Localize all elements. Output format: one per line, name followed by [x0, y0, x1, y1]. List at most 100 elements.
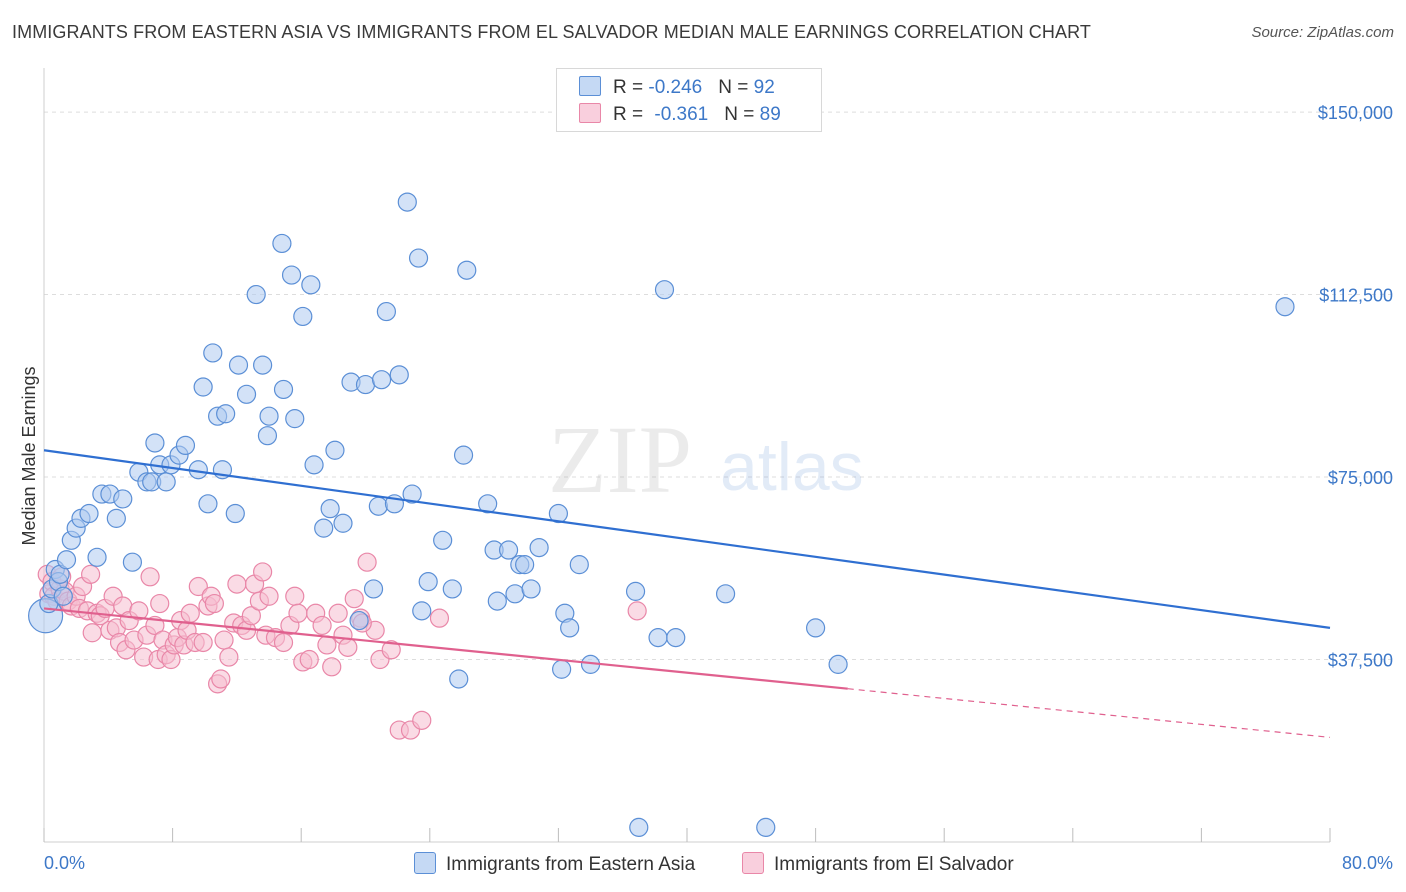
data-point-eastern-asia — [349, 610, 369, 631]
y-tick-label: $150,000 — [1318, 103, 1393, 123]
data-point-eastern-asia — [1275, 297, 1295, 317]
data-point-el-salvador — [219, 647, 239, 667]
legend-n-value: 92 — [753, 77, 775, 98]
data-point-eastern-asia — [397, 192, 417, 212]
eastern-asia-points — [28, 192, 1295, 838]
data-point-eastern-asia — [198, 494, 218, 514]
data-point-el-salvador — [241, 606, 261, 626]
data-point-eastern-asia — [560, 618, 580, 638]
data-point-eastern-asia — [756, 817, 776, 838]
data-point-eastern-asia — [449, 669, 469, 689]
data-point-eastern-asia — [216, 404, 236, 424]
data-point-el-salvador — [357, 552, 377, 572]
data-point-eastern-asia — [259, 406, 279, 426]
legend-n-value: 89 — [759, 104, 781, 125]
source-label: Source: ZipAtlas.com — [1251, 24, 1394, 41]
legend-item-eastern-asia: Immigrants from Eastern Asia — [414, 852, 695, 876]
data-point-eastern-asia — [478, 494, 498, 514]
data-point-eastern-asia — [648, 628, 668, 648]
legend-r-value: -0.246 — [648, 77, 703, 98]
data-point-eastern-asia — [106, 508, 126, 528]
data-point-eastern-asia — [320, 499, 340, 519]
data-point-eastern-asia — [548, 503, 569, 524]
legend-swatch-pink — [742, 852, 764, 874]
watermark-zip: ZIP — [548, 406, 692, 513]
el-salvador-points — [37, 552, 647, 740]
data-point-eastern-asia — [314, 518, 334, 538]
y-tick-label: $75,000 — [1328, 468, 1393, 488]
tick-labels: $37,500 $75,000 $112,500 $150,000 0.0% 80.0% — [44, 103, 1393, 873]
data-point-eastern-asia — [293, 306, 313, 327]
legend-row-eastern-asia: R = -0.246 N = 92 — [579, 76, 775, 100]
legend-swatch-blue — [414, 852, 436, 874]
data-point-el-salvador — [288, 603, 308, 623]
legend-row-el-salvador: R = -0.361 N = 89 — [579, 103, 781, 127]
data-point-el-salvador — [227, 574, 247, 594]
data-point-eastern-asia — [236, 384, 257, 404]
y-axis-label: Median Male Earnings — [19, 366, 39, 545]
data-point-eastern-asia — [272, 233, 292, 254]
data-point-eastern-asia — [376, 301, 396, 322]
data-point-eastern-asia — [453, 445, 474, 465]
chart-title: IMMIGRANTS FROM EASTERN ASIA VS IMMIGRAN… — [12, 22, 1091, 42]
trend-line-el-salvador — [43, 607, 848, 690]
data-point-el-salvador — [322, 657, 342, 677]
data-point-eastern-asia — [145, 433, 165, 453]
data-point-eastern-asia — [253, 355, 273, 375]
legend-n-label: N = — [724, 104, 760, 125]
legend-item-el-salvador: Immigrants from El Salvador — [742, 852, 1014, 876]
data-point-eastern-asia — [408, 248, 429, 268]
data-point-eastern-asia — [666, 628, 686, 648]
data-point-eastern-asia — [53, 586, 73, 606]
data-point-el-salvador — [312, 615, 332, 636]
watermark: ZIP atlas — [548, 406, 864, 513]
data-point-eastern-asia — [515, 555, 535, 575]
data-point-el-salvador — [180, 603, 200, 623]
trend-lines — [43, 449, 1331, 738]
watermark-atlas: atlas — [720, 429, 864, 505]
data-point-eastern-asia — [629, 817, 649, 838]
legend-swatch-pink — [579, 103, 601, 123]
y-tick-label: $37,500 — [1328, 651, 1393, 671]
x-tick-label: 0.0% — [44, 853, 85, 873]
data-point-el-salvador — [211, 669, 231, 689]
legend-r-label: R = — [613, 77, 649, 98]
data-point-eastern-asia — [457, 260, 477, 280]
data-point-eastern-asia — [79, 503, 99, 524]
data-point-eastern-asia — [113, 489, 133, 509]
axes — [43, 68, 1331, 843]
data-point-eastern-asia — [552, 659, 572, 679]
data-point-el-salvador — [193, 632, 213, 653]
legend-r-value: -0.361 — [654, 104, 709, 125]
data-point-el-salvador — [381, 640, 401, 660]
data-point-eastern-asia — [529, 537, 549, 558]
data-point-eastern-asia — [569, 555, 589, 575]
data-point-eastern-asia — [56, 550, 77, 570]
data-point-eastern-asia — [498, 540, 519, 560]
data-point-el-salvador — [338, 637, 358, 657]
data-point-eastern-asia — [281, 265, 302, 285]
legend-item-label: Immigrants from Eastern Asia — [446, 854, 696, 875]
x-tick-label: 80.0% — [1342, 853, 1393, 873]
data-point-el-salvador — [627, 601, 647, 621]
data-point-eastern-asia — [193, 377, 213, 397]
data-point-el-salvador — [81, 564, 101, 584]
series-legend: Immigrants from Eastern Asia Immigrants … — [0, 852, 1406, 878]
data-point-el-salvador — [253, 562, 273, 582]
data-point-eastern-asia — [228, 355, 249, 375]
data-point-el-salvador — [204, 593, 224, 614]
data-point-eastern-asia — [273, 379, 294, 400]
data-point-el-salvador — [214, 630, 234, 650]
data-point-eastern-asia — [805, 618, 826, 638]
data-point-eastern-asia — [87, 547, 107, 567]
data-point-eastern-asia — [828, 654, 848, 674]
data-point-el-salvador — [150, 593, 170, 614]
legend-r-label: R = — [613, 104, 649, 125]
data-point-el-salvador — [82, 623, 102, 643]
data-point-eastern-asia — [175, 435, 196, 456]
data-point-el-salvador — [412, 710, 432, 730]
data-point-eastern-asia — [402, 484, 422, 504]
data-point-eastern-asia — [625, 581, 646, 601]
data-point-eastern-asia — [325, 440, 345, 460]
